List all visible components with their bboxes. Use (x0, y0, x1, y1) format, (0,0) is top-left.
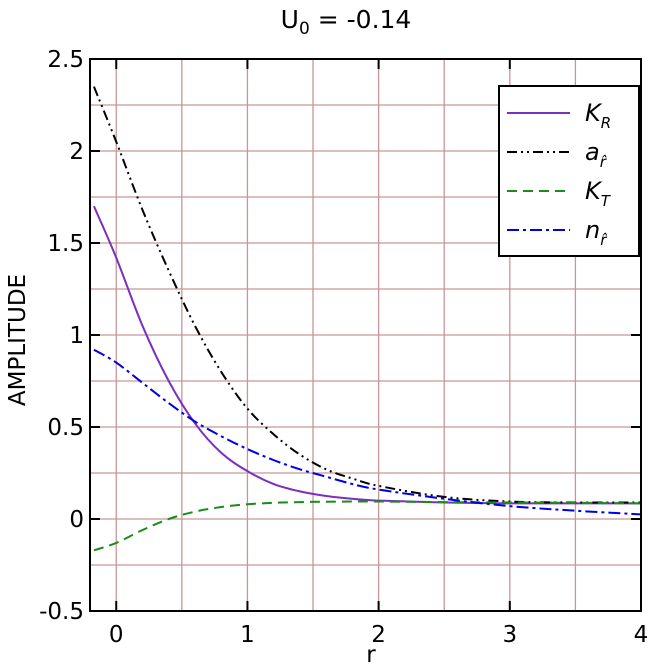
y-tick-label: 1.5 (47, 231, 84, 257)
y-tick-label: 0.5 (47, 415, 84, 441)
y-tick-label: 2 (69, 139, 84, 165)
legend-label: KT (585, 177, 612, 210)
axis-ticks: 0 1 2 3 4 -0.5 0 0.5 1 1.5 2 2.5 (39, 47, 648, 648)
series-line-3 (93, 348, 642, 516)
y-tick-label: 0 (69, 507, 84, 533)
legend: KR ar̂ KT nr̂ (498, 85, 640, 257)
x-axis-label: r (366, 642, 376, 667)
series-line-2 (93, 500, 642, 552)
y-tick-label: 2.5 (47, 47, 84, 73)
chart-title: U0 = -0.14 (281, 5, 412, 39)
legend-label: ar̂ (585, 138, 607, 171)
y-tick-label: 1 (69, 323, 84, 349)
x-tick-label: 3 (502, 622, 517, 648)
series-line-1 (93, 86, 642, 504)
grid (90, 59, 641, 611)
y-axis-label: AMPLITUDE (5, 274, 31, 406)
x-tick-label: 2 (371, 622, 386, 648)
legend-label: KR (585, 99, 611, 132)
legend-box (498, 85, 640, 257)
x-tick-label: 4 (634, 622, 649, 648)
x-tick-label: 1 (240, 622, 255, 648)
legend-label: nr̂ (585, 216, 608, 249)
y-tick-label: -0.5 (39, 599, 84, 625)
plot-series (93, 86, 642, 552)
x-tick-label: 0 (109, 622, 124, 648)
